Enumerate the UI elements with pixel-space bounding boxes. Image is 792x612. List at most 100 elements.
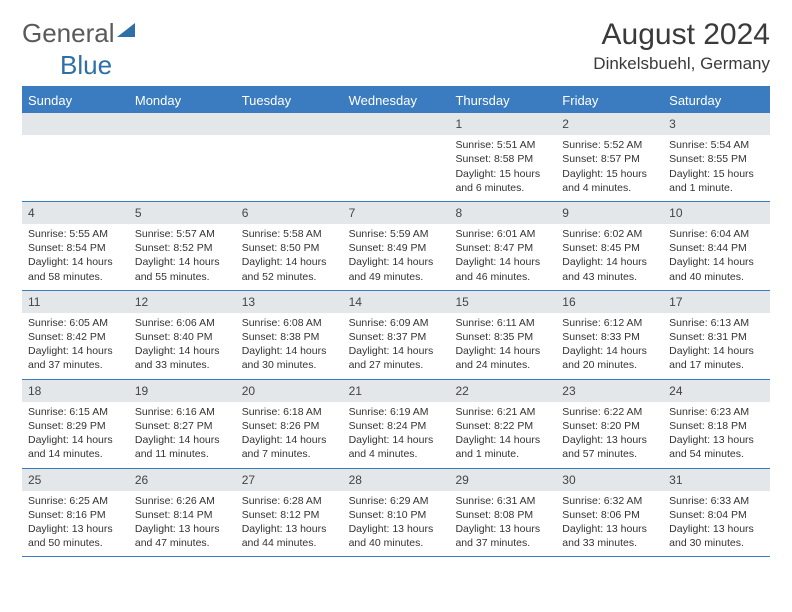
day-number: 7 [343, 202, 450, 224]
day-body: Sunrise: 6:05 AMSunset: 8:42 PMDaylight:… [22, 313, 129, 379]
day-body: Sunrise: 6:21 AMSunset: 8:22 PMDaylight:… [449, 402, 556, 468]
sunrise-text: Sunrise: 6:05 AM [28, 316, 123, 330]
day-body: Sunrise: 5:51 AMSunset: 8:58 PMDaylight:… [449, 135, 556, 201]
sunset-text: Sunset: 8:47 PM [455, 241, 550, 255]
day-body: Sunrise: 6:28 AMSunset: 8:12 PMDaylight:… [236, 491, 343, 557]
day-number: 15 [449, 291, 556, 313]
day-body: Sunrise: 5:55 AMSunset: 8:54 PMDaylight:… [22, 224, 129, 290]
sunrise-text: Sunrise: 6:09 AM [349, 316, 444, 330]
triangle-icon [117, 23, 135, 37]
daylight-text: Daylight: 14 hours and 43 minutes. [562, 255, 657, 283]
sunset-text: Sunset: 8:55 PM [669, 152, 764, 166]
sunset-text: Sunset: 8:54 PM [28, 241, 123, 255]
day-cell: 11Sunrise: 6:05 AMSunset: 8:42 PMDayligh… [22, 291, 129, 379]
day-number [22, 113, 129, 135]
sunset-text: Sunset: 8:08 PM [455, 508, 550, 522]
daylight-text: Daylight: 14 hours and 4 minutes. [349, 433, 444, 461]
sunrise-text: Sunrise: 6:33 AM [669, 494, 764, 508]
sunrise-text: Sunrise: 6:01 AM [455, 227, 550, 241]
day-body: Sunrise: 6:08 AMSunset: 8:38 PMDaylight:… [236, 313, 343, 379]
daylight-text: Daylight: 14 hours and 33 minutes. [135, 344, 230, 372]
logo: General [22, 18, 135, 49]
daylight-text: Daylight: 14 hours and 55 minutes. [135, 255, 230, 283]
day-number: 27 [236, 469, 343, 491]
week-row: 11Sunrise: 6:05 AMSunset: 8:42 PMDayligh… [22, 291, 770, 380]
day-cell: 4Sunrise: 5:55 AMSunset: 8:54 PMDaylight… [22, 202, 129, 290]
weekday-friday: Friday [556, 88, 663, 113]
day-body: Sunrise: 5:58 AMSunset: 8:50 PMDaylight:… [236, 224, 343, 290]
sunrise-text: Sunrise: 6:12 AM [562, 316, 657, 330]
daylight-text: Daylight: 14 hours and 58 minutes. [28, 255, 123, 283]
sunset-text: Sunset: 8:20 PM [562, 419, 657, 433]
day-cell: 23Sunrise: 6:22 AMSunset: 8:20 PMDayligh… [556, 380, 663, 468]
sunset-text: Sunset: 8:06 PM [562, 508, 657, 522]
calendar: SundayMondayTuesdayWednesdayThursdayFrid… [22, 86, 770, 557]
sunset-text: Sunset: 8:26 PM [242, 419, 337, 433]
day-number: 29 [449, 469, 556, 491]
day-cell: 20Sunrise: 6:18 AMSunset: 8:26 PMDayligh… [236, 380, 343, 468]
daylight-text: Daylight: 14 hours and 30 minutes. [242, 344, 337, 372]
day-number: 13 [236, 291, 343, 313]
month-title: August 2024 [593, 18, 770, 52]
sunset-text: Sunset: 8:31 PM [669, 330, 764, 344]
day-number [236, 113, 343, 135]
day-cell: 8Sunrise: 6:01 AMSunset: 8:47 PMDaylight… [449, 202, 556, 290]
day-number: 14 [343, 291, 450, 313]
daylight-text: Daylight: 14 hours and 46 minutes. [455, 255, 550, 283]
sunset-text: Sunset: 8:37 PM [349, 330, 444, 344]
day-cell: 21Sunrise: 6:19 AMSunset: 8:24 PMDayligh… [343, 380, 450, 468]
day-cell: 22Sunrise: 6:21 AMSunset: 8:22 PMDayligh… [449, 380, 556, 468]
day-body: Sunrise: 6:25 AMSunset: 8:16 PMDaylight:… [22, 491, 129, 557]
day-number: 1 [449, 113, 556, 135]
day-body: Sunrise: 6:23 AMSunset: 8:18 PMDaylight:… [663, 402, 770, 468]
sunrise-text: Sunrise: 6:29 AM [349, 494, 444, 508]
sunrise-text: Sunrise: 6:19 AM [349, 405, 444, 419]
sunrise-text: Sunrise: 6:06 AM [135, 316, 230, 330]
daylight-text: Daylight: 15 hours and 1 minute. [669, 167, 764, 195]
weekday-wednesday: Wednesday [343, 88, 450, 113]
sunset-text: Sunset: 8:38 PM [242, 330, 337, 344]
sunrise-text: Sunrise: 6:32 AM [562, 494, 657, 508]
day-cell: 15Sunrise: 6:11 AMSunset: 8:35 PMDayligh… [449, 291, 556, 379]
day-number: 17 [663, 291, 770, 313]
sunset-text: Sunset: 8:49 PM [349, 241, 444, 255]
daylight-text: Daylight: 13 hours and 30 minutes. [669, 522, 764, 550]
sunrise-text: Sunrise: 5:52 AM [562, 138, 657, 152]
sunset-text: Sunset: 8:29 PM [28, 419, 123, 433]
sunrise-text: Sunrise: 6:23 AM [669, 405, 764, 419]
day-cell: 30 Sunrise: 6:32 AMSunset: 8:06 PMDayligh… [556, 469, 663, 557]
weekday-monday: Monday [129, 88, 236, 113]
sunset-text: Sunset: 8:42 PM [28, 330, 123, 344]
day-cell: 28Sunrise: 6:29 AMSunset: 8:10 PMDayligh… [343, 469, 450, 557]
sunset-text: Sunset: 8:57 PM [562, 152, 657, 166]
daylight-text: Daylight: 14 hours and 1 minute. [455, 433, 550, 461]
title-block: August 2024 Dinkelsbuehl, Germany [593, 18, 770, 74]
day-cell: 14Sunrise: 6:09 AMSunset: 8:37 PMDayligh… [343, 291, 450, 379]
day-number: 16 [556, 291, 663, 313]
day-number: 26 [129, 469, 236, 491]
header: General August 2024 Dinkelsbuehl, German… [22, 18, 770, 74]
day-number: 23 [556, 380, 663, 402]
day-number: 22 [449, 380, 556, 402]
day-body: Sunrise: 6:16 AMSunset: 8:27 PMDaylight:… [129, 402, 236, 468]
day-body: Sunrise: 6:02 AMSunset: 8:45 PMDaylight:… [556, 224, 663, 290]
sunrise-text: Sunrise: 5:58 AM [242, 227, 337, 241]
day-cell: 24Sunrise: 6:23 AMSunset: 8:18 PMDayligh… [663, 380, 770, 468]
day-number: 30 [556, 469, 663, 491]
day-cell: 6Sunrise: 5:58 AMSunset: 8:50 PMDaylight… [236, 202, 343, 290]
day-body: Sunrise: 6:09 AMSunset: 8:37 PMDaylight:… [343, 313, 450, 379]
sunset-text: Sunset: 8:14 PM [135, 508, 230, 522]
day-body: Sunrise: 6:18 AMSunset: 8:26 PMDaylight:… [236, 402, 343, 468]
daylight-text: Daylight: 13 hours and 33 minutes. [562, 522, 657, 550]
sunset-text: Sunset: 8:10 PM [349, 508, 444, 522]
day-body: Sunrise: 6:01 AMSunset: 8:47 PMDaylight:… [449, 224, 556, 290]
sunrise-text: Sunrise: 6:18 AM [242, 405, 337, 419]
day-cell: 19Sunrise: 6:16 AMSunset: 8:27 PMDayligh… [129, 380, 236, 468]
sunset-text: Sunset: 8:58 PM [455, 152, 550, 166]
day-number [129, 113, 236, 135]
weekday-thursday: Thursday [449, 88, 556, 113]
day-body: Sunrise: 6:26 AMSunset: 8:14 PMDaylight:… [129, 491, 236, 557]
week-row: 4Sunrise: 5:55 AMSunset: 8:54 PMDaylight… [22, 202, 770, 291]
daylight-text: Daylight: 13 hours and 44 minutes. [242, 522, 337, 550]
sunset-text: Sunset: 8:12 PM [242, 508, 337, 522]
